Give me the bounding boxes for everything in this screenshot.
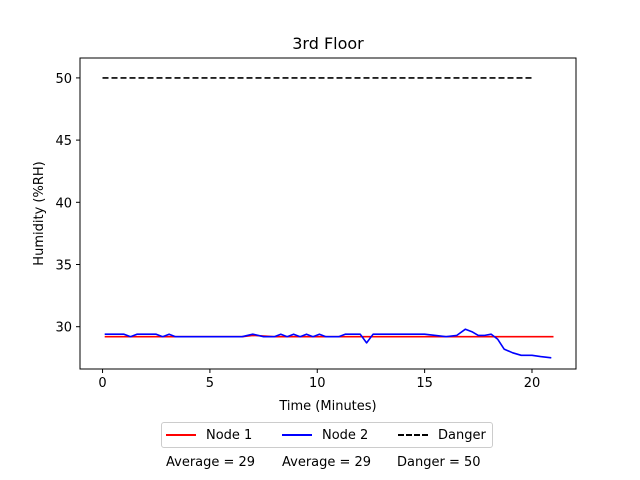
y-tick-label: 35 xyxy=(55,259,72,274)
plot-frame xyxy=(79,57,577,370)
series-line-node-2 xyxy=(104,328,552,359)
x-tick-label: 20 xyxy=(524,376,541,391)
node-2-average-text: Average = 29 xyxy=(282,455,372,470)
x-tick-label: 10 xyxy=(309,376,326,391)
y-tick-label: 30 xyxy=(55,321,72,336)
x-tick-label: 15 xyxy=(416,376,433,391)
legend-swatch-node-1 xyxy=(166,434,196,436)
y-tick-label: 45 xyxy=(55,134,72,149)
y-tick-label: 40 xyxy=(55,196,72,211)
chart-title: 3rd Floor xyxy=(292,34,364,53)
legend-swatch-node-2 xyxy=(282,434,312,436)
legend-item-node-2: Node 2 xyxy=(282,426,368,444)
legend-item-danger: Danger xyxy=(398,426,486,444)
legend-item-node-1: Node 1 xyxy=(166,426,252,444)
x-tick-label: 0 xyxy=(98,376,106,391)
legend-label-node-1: Node 1 xyxy=(206,427,253,443)
y-tick-label: 50 xyxy=(55,72,72,87)
node-1-average-text: Average = 29 xyxy=(166,455,256,470)
legend-swatch-danger xyxy=(398,434,428,436)
legend-label-danger: Danger xyxy=(438,427,486,443)
x-axis-label: Time (Minutes) xyxy=(278,399,376,414)
y-axis-label: Humidity (%RH) xyxy=(32,161,47,265)
danger-level-text: Danger = 50 xyxy=(397,455,481,470)
x-tick-label: 5 xyxy=(206,376,214,391)
legend-label-node-2: Node 2 xyxy=(322,427,369,443)
legend: Node 1 Node 2 Danger xyxy=(161,422,493,448)
